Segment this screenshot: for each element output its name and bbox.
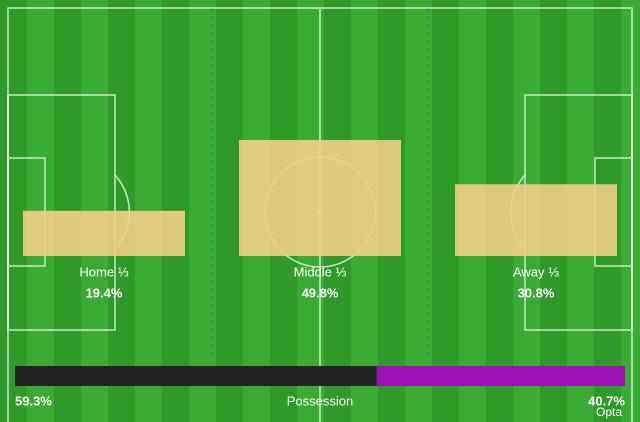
territory-bar xyxy=(239,139,401,256)
value-label: 19.4% xyxy=(86,285,123,300)
value-label: 30.8% xyxy=(518,285,555,300)
value-label: 59.3% xyxy=(15,393,52,408)
value-label: 49.8% xyxy=(302,285,339,300)
territory-bar xyxy=(455,184,617,256)
possession-bar xyxy=(376,366,625,386)
source: Opta xyxy=(596,405,622,419)
third-label: Middle ⅓ xyxy=(294,264,347,279)
third-label: Away ⅓ xyxy=(513,264,559,279)
possession-title: Possession xyxy=(287,393,353,408)
possession-bar xyxy=(15,366,377,386)
territory-bar xyxy=(23,210,185,256)
third-label: Home ⅓ xyxy=(79,264,128,279)
value-label: 40.7% xyxy=(588,393,625,408)
